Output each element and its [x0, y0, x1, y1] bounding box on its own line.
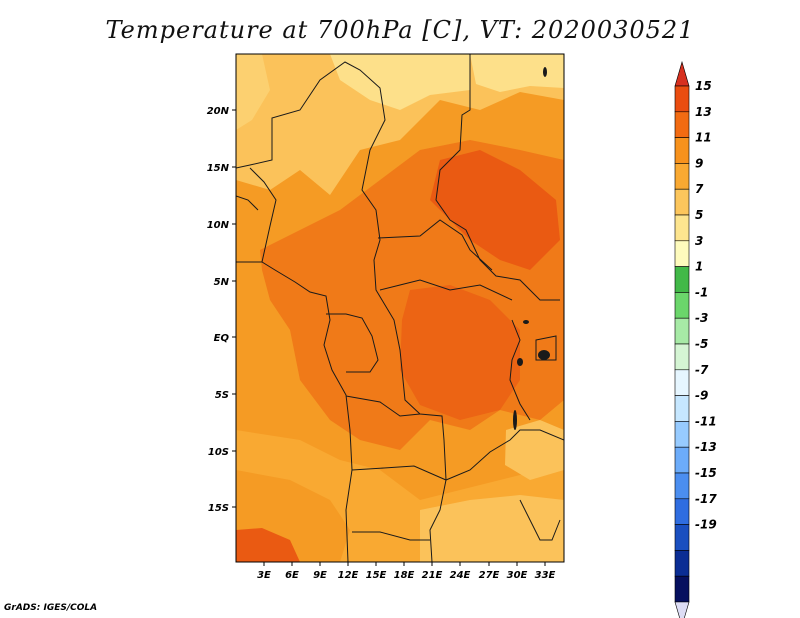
- colorbar-label: 1: [695, 260, 703, 274]
- colorbar-segment: [674, 343, 690, 371]
- lon-label: 15E: [366, 570, 387, 581]
- colorbar-segment: [674, 214, 690, 242]
- colorbar-segment: [674, 524, 690, 551]
- field-hot-core-congo: [400, 285, 520, 420]
- temperature-map: [236, 54, 564, 562]
- lat-label: 5N: [214, 277, 230, 288]
- lakes: [513, 67, 550, 430]
- lat-label: 10S: [208, 447, 229, 458]
- country-borders: [236, 54, 564, 562]
- field-ne-cool: [470, 54, 564, 92]
- colorbar-label: 9: [695, 156, 703, 170]
- colorbar-label: 11: [695, 131, 712, 145]
- colorbar-segment: [674, 472, 690, 500]
- colorbar-label: -17: [695, 492, 717, 506]
- colorbar-label: 7: [695, 182, 704, 196]
- colorbar-segment: [674, 85, 690, 113]
- colorbar-top-arrow: [674, 60, 690, 87]
- colorbar-label: 13: [695, 105, 712, 119]
- colorbar-label: -5: [695, 337, 708, 351]
- map-frame: [235, 53, 565, 563]
- colorbar-segment: [674, 163, 690, 190]
- lon-label: 6E: [285, 570, 299, 581]
- colorbar-label: -15: [695, 466, 717, 480]
- lon-label: 30E: [507, 570, 528, 581]
- lat-label: 15N: [207, 163, 230, 174]
- colorbar-label: -7: [695, 363, 709, 377]
- colorbar-segment: [674, 188, 690, 216]
- colorbar-segment: [674, 266, 690, 293]
- colorbar-label: -19: [695, 518, 717, 532]
- colorbar-segment: [674, 369, 690, 396]
- field-nw-cool: [236, 54, 270, 130]
- colorbar-segment: [674, 111, 690, 138]
- lat-label: 20N: [207, 106, 230, 117]
- lat-label: 15S: [208, 503, 229, 514]
- colorbar-segment: [674, 317, 690, 345]
- colorbar-bottom-arrow: [674, 601, 690, 618]
- colorbar-label: -1: [695, 285, 708, 299]
- colorbar-label: -13: [695, 440, 717, 454]
- colorbar-segment: [674, 137, 690, 164]
- chart-title: Temperature at 700hPa [C], VT: 202003052…: [105, 16, 695, 44]
- colorbar-segment: [674, 550, 690, 577]
- field-east-rift-cool: [505, 420, 564, 480]
- footer-credit: GrADS: IGES/COLA: [4, 603, 98, 613]
- lon-label: 21E: [422, 570, 443, 581]
- lon-label: 33E: [535, 570, 556, 581]
- colorbar-label: -11: [695, 414, 717, 428]
- colorbar-segment: [674, 575, 690, 603]
- colorbar-label: 3: [695, 234, 703, 248]
- colorbar: 15 13 11 9 7 5 3 1 -1 -3 -5 -7 -9 -11 -13 -15 -17 -19: [674, 60, 717, 618]
- colorbar-segment: [674, 421, 690, 448]
- colorbar-label: 15: [695, 79, 712, 93]
- field-northern-coolest: [330, 54, 470, 110]
- field-northern-cool-band: [236, 54, 564, 195]
- lon-label: 12E: [338, 570, 359, 581]
- lon-label: 27E: [479, 570, 500, 581]
- colorbar-segment: [674, 446, 690, 474]
- lat-label: EQ: [214, 333, 230, 344]
- colorbar-segment: [674, 240, 690, 267]
- field-sw-hot: [236, 528, 300, 562]
- lon-axis: 3E 6E 9E 12E 15E 18E 21E 24E 27E 30E 33E: [257, 562, 556, 581]
- colorbar-segment: [674, 498, 690, 525]
- field-se-cool: [420, 495, 564, 562]
- lon-label: 9E: [313, 570, 327, 581]
- lat-axis: 20N 15N 10N 5N EQ 5S 10S 15S: [207, 106, 236, 514]
- lon-label: 18E: [394, 570, 415, 581]
- field-hot-core-ne: [430, 150, 560, 270]
- lat-label: 10N: [207, 220, 230, 231]
- colorbar-segment: [674, 395, 690, 422]
- lon-label: 24E: [450, 570, 471, 581]
- colorbar-label: 5: [695, 208, 703, 222]
- lat-label: 5S: [215, 390, 229, 401]
- colorbar-segment: [674, 292, 690, 319]
- colorbar-label: -3: [695, 311, 708, 325]
- lon-label: 3E: [257, 570, 271, 581]
- colorbar-label: -9: [695, 389, 708, 403]
